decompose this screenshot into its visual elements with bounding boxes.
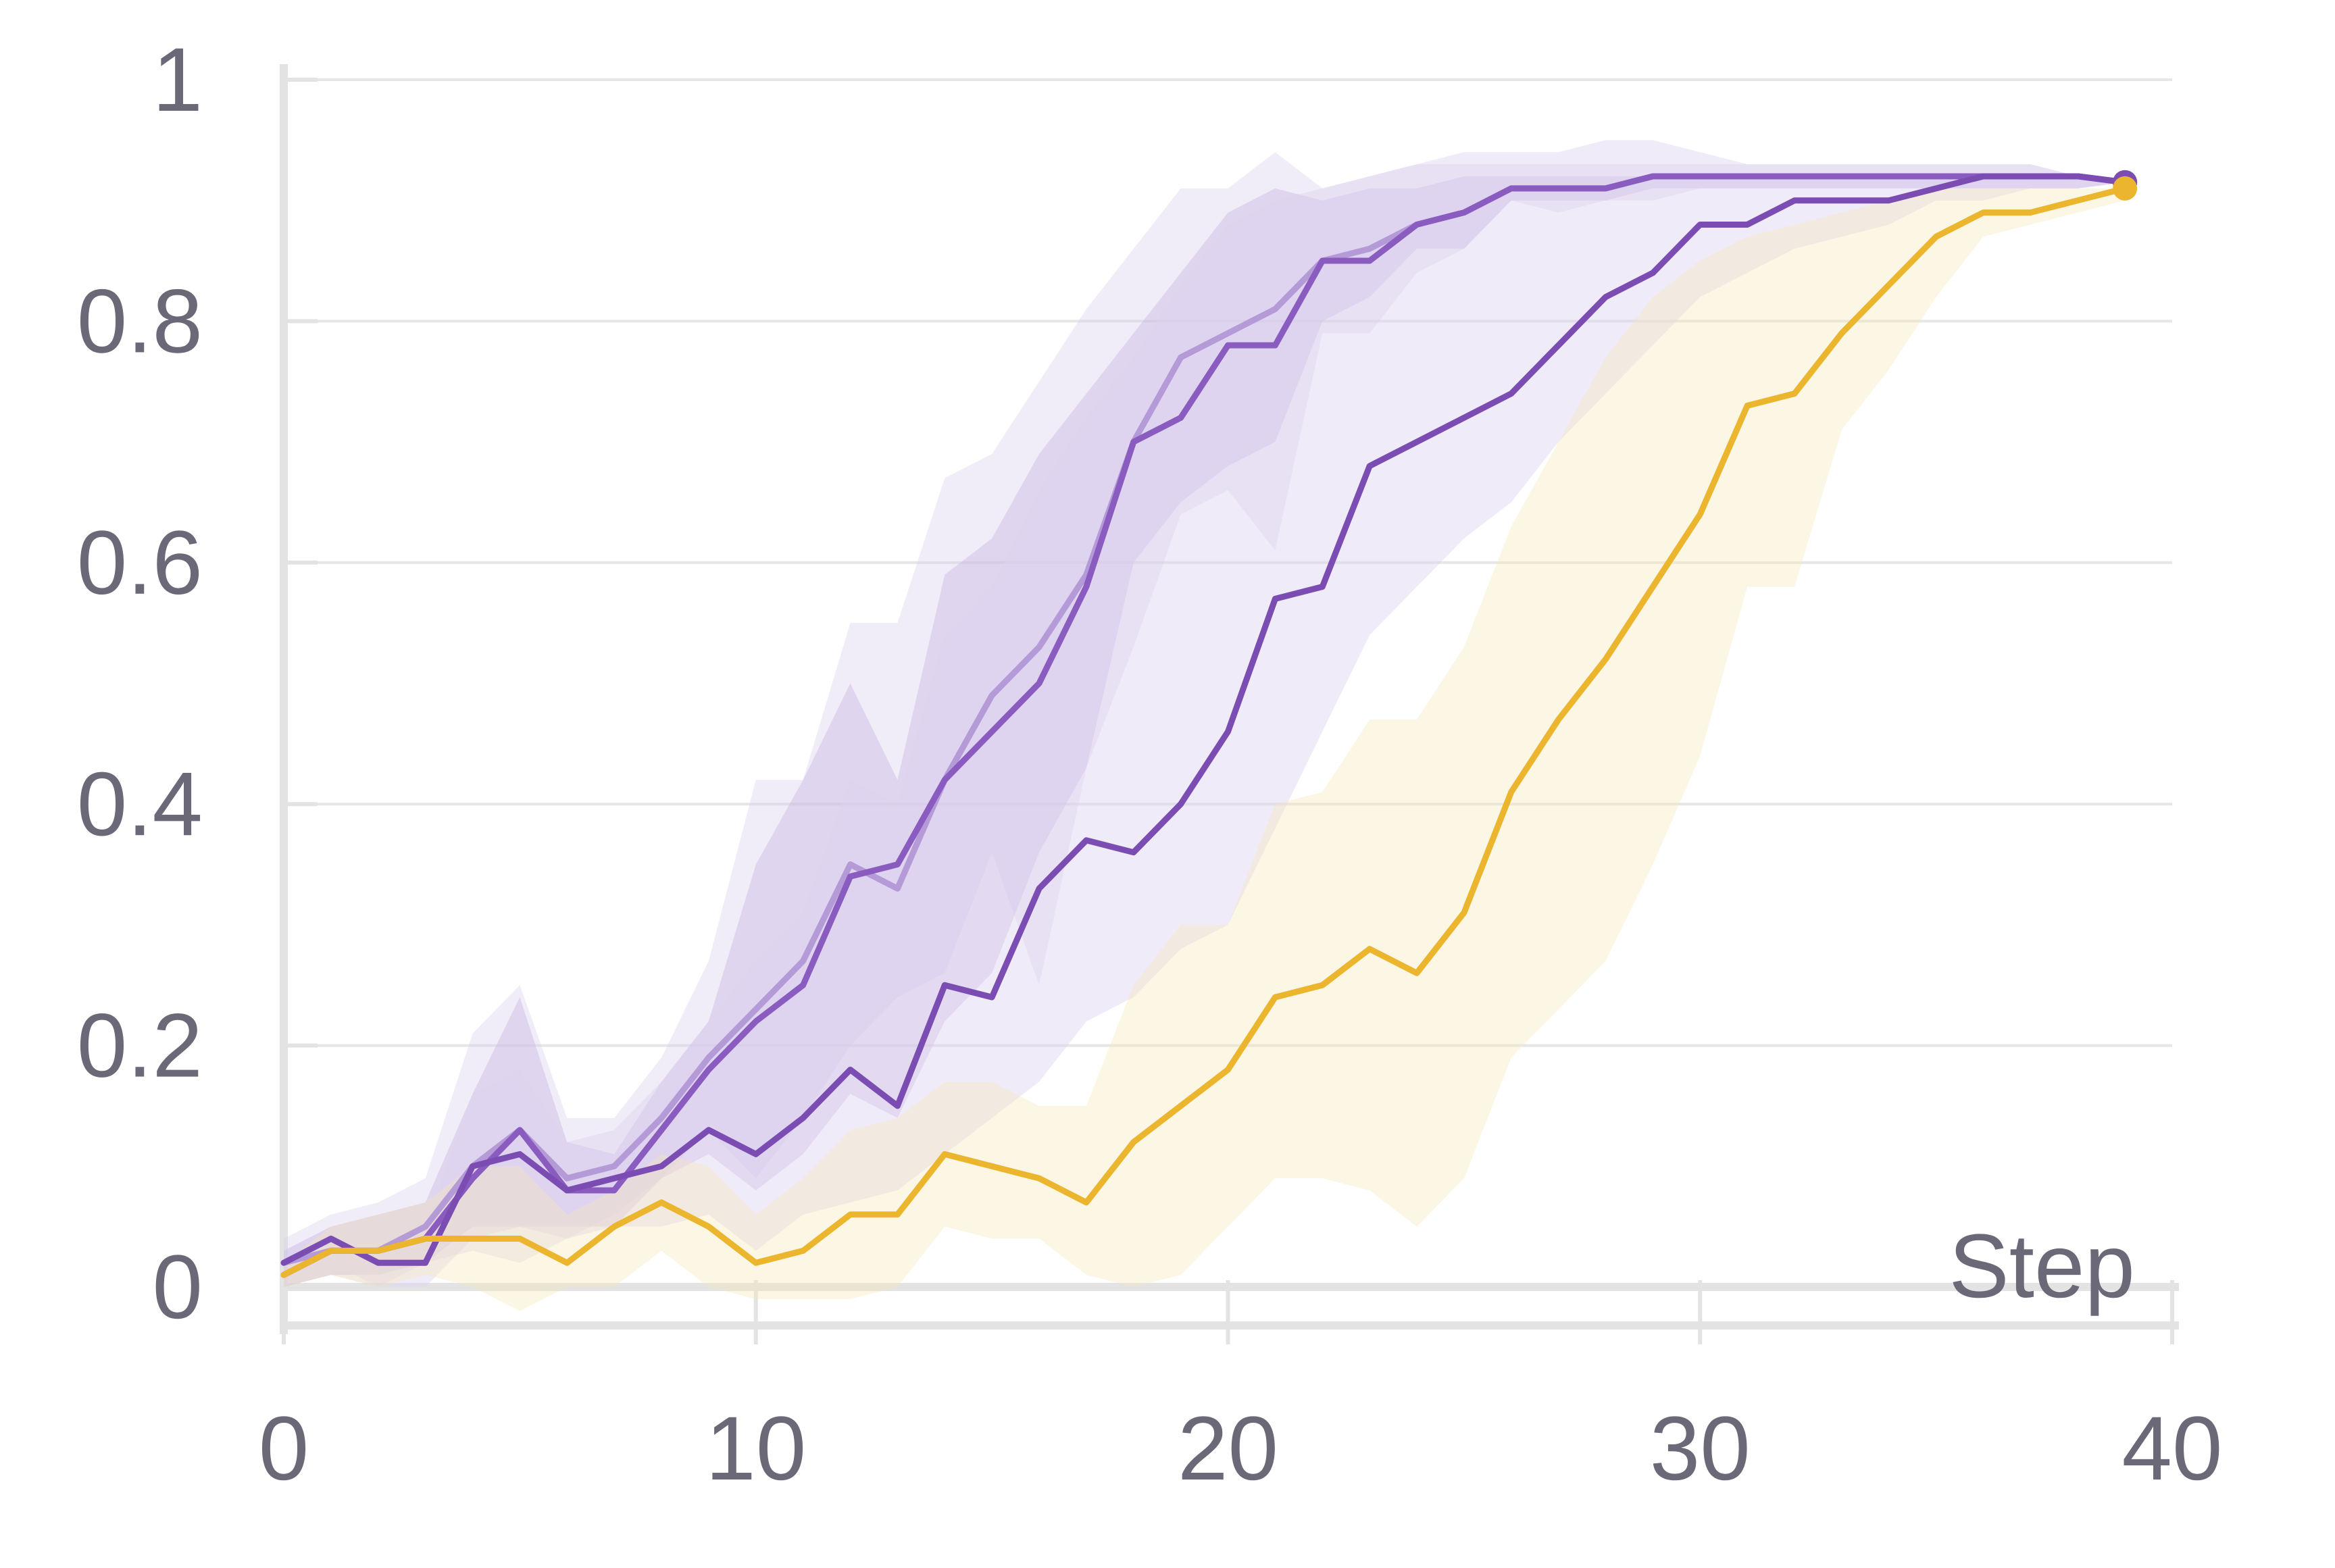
x-tick-label-4: 40	[2121, 1398, 2222, 1499]
error-bands	[284, 140, 2126, 1311]
series-4-line	[280, 185, 2128, 1278]
series-2-band	[284, 176, 2126, 1288]
series-4-end-point	[2113, 176, 2138, 201]
y-tick-label-2: 0.4	[77, 754, 203, 855]
x-tick-label-2: 20	[1178, 1398, 1278, 1499]
series-lines	[280, 170, 2138, 1278]
series-2-line	[280, 173, 2128, 1278]
x-tick-label-1: 10	[705, 1398, 806, 1499]
axes	[280, 64, 2179, 1344]
tick-labels: 00.20.40.60.810 10 20 30 40	[77, 30, 2223, 1499]
series-1-band	[284, 152, 2126, 1288]
y-tick-label-3: 0.6	[77, 513, 203, 613]
y-tick-label-4: 0.8	[77, 271, 203, 372]
x-tick-label-3: 30	[1650, 1398, 1751, 1499]
y-tick-label-1: 0.2	[77, 996, 203, 1096]
series-4-band	[284, 188, 2126, 1311]
y-tick-label-5: 1	[152, 30, 203, 130]
series-3-band	[284, 140, 2126, 1288]
y-tick-label-0: 0	[152, 1237, 203, 1338]
series-3-line	[280, 173, 2128, 1266]
x-tick-label-0: 0	[259, 1398, 309, 1499]
x-axis-label: Step	[1949, 1216, 2135, 1317]
